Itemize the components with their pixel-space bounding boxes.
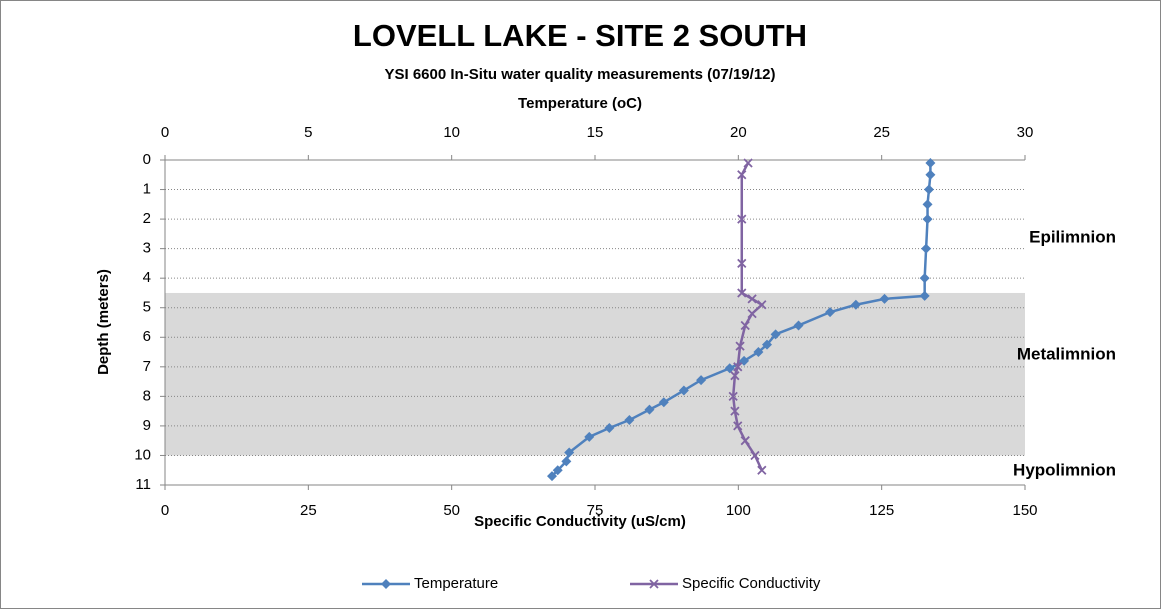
point [733,421,743,431]
point [735,341,745,351]
point [757,465,767,475]
point [921,243,932,254]
point [747,308,757,319]
point [743,158,753,168]
y-tick-label: 0 [143,151,151,168]
y-tick-label: 9 [143,417,151,434]
x-axis-label: Specific Conductivity (uS/cm) [474,513,686,530]
y-tick-label: 2 [143,210,151,227]
legend-marker [381,579,391,589]
point [850,299,861,310]
point [737,214,747,224]
x2-tick-label: 15 [587,124,604,141]
y-tick-label: 8 [143,387,151,404]
zone-label: Metalimnion [1017,344,1116,363]
point [753,347,764,358]
x-tick-label: 150 [1012,502,1037,519]
y-tick-label: 10 [134,446,151,463]
x2-tick-label: 0 [161,124,169,141]
y-axis-label: Depth (meters) [95,269,112,375]
x-tick-label: 50 [443,502,460,519]
zone-label: Hypolimnion [1013,460,1116,479]
point [584,431,595,442]
point [658,397,669,408]
point [547,471,557,482]
point [793,320,804,331]
point [733,362,743,372]
point [737,288,747,298]
point [922,214,933,225]
y-tick-label: 1 [143,181,151,198]
point [737,258,747,269]
point [825,307,836,318]
point [750,450,760,461]
point [757,300,767,310]
point [678,385,689,396]
y-tick-label: 6 [143,328,151,345]
point [923,184,934,195]
legend-label: Temperature [414,575,498,592]
point [724,363,735,374]
point [728,391,738,402]
point [737,170,747,180]
x2-tick-label: 30 [1017,124,1034,141]
x-tick-label: 75 [587,502,604,519]
point [919,290,930,301]
series-line [551,162,932,478]
x-tick-label: 25 [300,502,317,519]
point [696,375,707,386]
point [925,169,936,180]
x2-tick-label: 20 [730,124,747,141]
x-tick-label: 100 [726,502,751,519]
point [624,415,635,425]
point [730,406,740,416]
y-tick-label: 11 [135,476,151,493]
point [740,320,750,331]
x2-axis-label: Temperature (oC) [518,95,642,112]
x-tick-label: 125 [869,502,894,519]
zone-band [165,292,1025,456]
point [604,422,615,433]
point [879,293,890,304]
x2-tick-label: 5 [304,124,312,141]
point [770,329,781,340]
y-tick-label: 4 [143,269,151,286]
point [564,447,575,458]
point [730,371,740,381]
zone-label: Epilimnion [1029,227,1116,246]
y-tick-label: 7 [143,358,151,375]
legend-label: Specific Conductivity [682,575,821,592]
x2-tick-label: 10 [443,124,460,141]
x2-tick-label: 25 [873,124,890,141]
y-tick-label: 5 [143,299,151,316]
point [561,456,572,467]
point [740,436,750,446]
point [762,339,772,350]
legend-marker [649,579,659,589]
point [922,199,933,210]
point [552,465,563,476]
point [747,294,757,304]
point [919,273,930,284]
chart-title: LOVELL LAKE - SITE 2 SOUTH [353,18,807,53]
point [644,404,655,415]
y-tick-label: 3 [143,240,151,257]
chart-subtitle: YSI 6600 In-Situ water quality measureme… [385,66,776,83]
x-tick-label: 0 [161,502,169,519]
point [925,157,936,168]
